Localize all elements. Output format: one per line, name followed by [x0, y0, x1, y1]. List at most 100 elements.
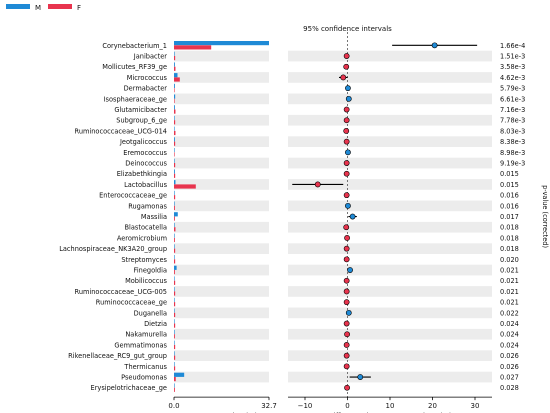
- left-tick-label: 32.7: [261, 402, 277, 410]
- row-band: [174, 200, 269, 212]
- bar-f: [174, 120, 176, 125]
- p-value: 7.78e-3: [500, 117, 525, 125]
- p-value: 1.51e-3: [500, 52, 525, 60]
- diff-point: [345, 309, 352, 316]
- bar-f: [174, 195, 176, 200]
- category-label: Mobilicoccus: [125, 277, 167, 285]
- p-value: 0.024: [500, 331, 519, 339]
- bar-m: [174, 126, 175, 131]
- bar-f: [174, 98, 175, 103]
- bar-f: [174, 56, 176, 61]
- category-label: Massilia: [141, 213, 167, 221]
- p-value: 0.021: [500, 277, 519, 285]
- bar-m: [174, 276, 175, 281]
- bar-m: [174, 158, 175, 163]
- category-label: Glutamicibacter: [114, 106, 167, 114]
- category-label: Nakamurella: [125, 331, 167, 339]
- row-band: [288, 114, 492, 126]
- bar-m: [174, 287, 175, 292]
- p-value: 9.19e-3: [500, 159, 525, 167]
- row-band: [288, 243, 492, 254]
- bar-f: [174, 291, 176, 296]
- p-value: 0.015: [500, 170, 519, 178]
- diff-point: [344, 235, 350, 241]
- left-tick-label: 0.0: [168, 402, 179, 410]
- bar-f: [174, 130, 176, 136]
- right-tick-label: 0: [345, 402, 349, 410]
- diff-point: [343, 352, 350, 359]
- bar-f: [174, 66, 176, 71]
- mean-proportion-panel: [174, 41, 269, 392]
- diff-point: [343, 160, 350, 166]
- p-value-axis-label: p-value (corrected): [541, 185, 549, 248]
- bar-m: [174, 212, 178, 217]
- bar-m: [174, 201, 175, 206]
- diff-point: [344, 331, 350, 338]
- p-value: 0.020: [500, 256, 519, 264]
- diff-point: [345, 202, 351, 209]
- diff-point: [343, 192, 350, 199]
- bar-m: [174, 222, 175, 228]
- bar-m: [174, 265, 177, 270]
- p-value: 6.61e-3: [500, 95, 525, 103]
- p-value: 0.028: [500, 384, 519, 392]
- category-labels: Corynebacterium_1 Janibacter Mollicutes_RF…: [59, 42, 167, 392]
- category-label: Subgroup_6_ge: [116, 117, 167, 125]
- diff-point: [343, 277, 350, 284]
- p-value: 0.018: [500, 234, 519, 242]
- category-label: Dermabacter: [124, 85, 168, 93]
- legend-swatch-m: [6, 4, 30, 9]
- bar-m: [174, 105, 175, 110]
- diff-point: [343, 170, 350, 177]
- category-label: Eremococcus: [123, 149, 167, 157]
- bar-f: [174, 45, 212, 50]
- category-label: Lactobacillus: [124, 181, 167, 189]
- category-label: Corynebacterium_1: [102, 42, 167, 50]
- row-band: [174, 136, 269, 147]
- bar-f: [174, 227, 176, 232]
- diff-point: [343, 138, 350, 145]
- p-value: 4.62e-3: [500, 74, 525, 82]
- bar-m: [174, 329, 175, 335]
- bar-m: [174, 351, 175, 356]
- bar-m: [174, 308, 175, 313]
- row-band: [288, 371, 492, 383]
- legend-label-f: F: [77, 4, 81, 12]
- category-label: Gemmatimonas: [114, 341, 167, 349]
- bar-m: [174, 180, 176, 185]
- right-tick-label: 10: [386, 402, 395, 410]
- category-label: Thermicanus: [123, 363, 167, 371]
- p-value: 0.021: [500, 288, 519, 296]
- p-value: 0.024: [500, 341, 519, 349]
- diff-point: [344, 384, 350, 391]
- row-band: [288, 328, 492, 340]
- bar-f: [174, 205, 175, 210]
- row-band: [174, 72, 269, 83]
- category-label: Dietzia: [144, 320, 167, 328]
- diff-point: [343, 117, 350, 124]
- bar-m: [174, 83, 175, 88]
- bar-m: [174, 362, 175, 367]
- diff-point: [343, 256, 350, 263]
- bar-m: [174, 190, 175, 195]
- bar-m: [174, 297, 175, 302]
- bar-f: [174, 88, 175, 93]
- bar-f: [174, 366, 176, 371]
- row-shading: [174, 50, 492, 383]
- diff-point: [343, 299, 350, 306]
- category-label: Deinococcus: [125, 159, 167, 167]
- row-band: [288, 157, 492, 169]
- category-label: Enterococcaceae_ge: [99, 192, 167, 200]
- row-band: [288, 350, 492, 361]
- p-value: 8.03e-3: [500, 127, 525, 135]
- p-value: 0.015: [500, 181, 519, 189]
- bar-f: [174, 173, 176, 178]
- row-band: [174, 114, 269, 126]
- bar-m: [174, 319, 175, 324]
- p-value: 0.016: [500, 202, 519, 210]
- bar-m: [174, 94, 176, 99]
- bar-f: [174, 259, 176, 264]
- p-value: 0.018: [500, 245, 519, 253]
- bar-m: [174, 73, 178, 78]
- row-band: [174, 371, 269, 383]
